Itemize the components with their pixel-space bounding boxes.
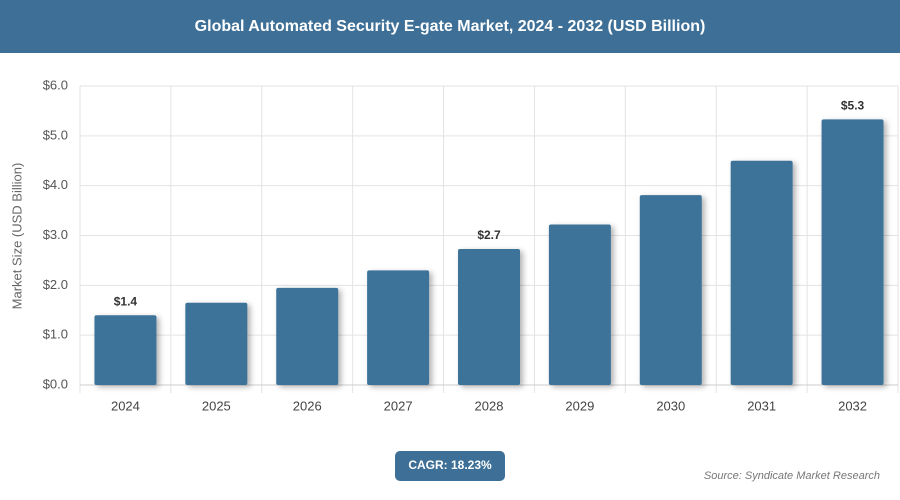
cagr-text: CAGR: 18.23%: [408, 458, 492, 472]
y-axis-label: Market Size (USD Billion): [9, 163, 24, 310]
value-label: $5.3: [841, 99, 865, 113]
bar: [548, 224, 611, 385]
bar: [821, 119, 884, 385]
bar: [730, 160, 793, 385]
y-tick-label: $5.0: [43, 127, 68, 142]
bar: [458, 248, 520, 385]
y-tick-label: $0.0: [43, 376, 68, 391]
cagr-badge: [395, 451, 505, 481]
x-tick-label: 2032: [838, 398, 867, 413]
x-tick-label: 2028: [475, 398, 504, 413]
x-tick-label: 2029: [565, 398, 594, 413]
x-tick-label: 2031: [747, 398, 776, 413]
y-tick-label: $1.0: [43, 327, 68, 342]
x-tick-label: 2024: [111, 398, 140, 413]
header-bar: [0, 0, 900, 53]
x-tick-label: 2025: [202, 398, 231, 413]
x-tick-label: 2026: [293, 398, 322, 413]
bar: [276, 287, 339, 385]
bar: [185, 302, 248, 385]
y-tick-label: $2.0: [43, 277, 68, 292]
bar: [367, 270, 430, 385]
y-tick-label: $3.0: [43, 227, 68, 242]
y-tick-label: $4.0: [43, 177, 68, 192]
bar: [94, 315, 157, 385]
x-tick-label: 2030: [656, 398, 685, 413]
x-tick-label: 2027: [384, 398, 413, 413]
y-tick-label: $6.0: [43, 77, 68, 92]
value-label: $2.7: [477, 228, 501, 242]
bar: [639, 195, 702, 385]
value-label: $1.4: [114, 294, 138, 308]
chart-title: Global Automated Security E-gate Market,…: [195, 18, 706, 35]
source-text: Source: Syndicate Market Research: [704, 470, 880, 482]
